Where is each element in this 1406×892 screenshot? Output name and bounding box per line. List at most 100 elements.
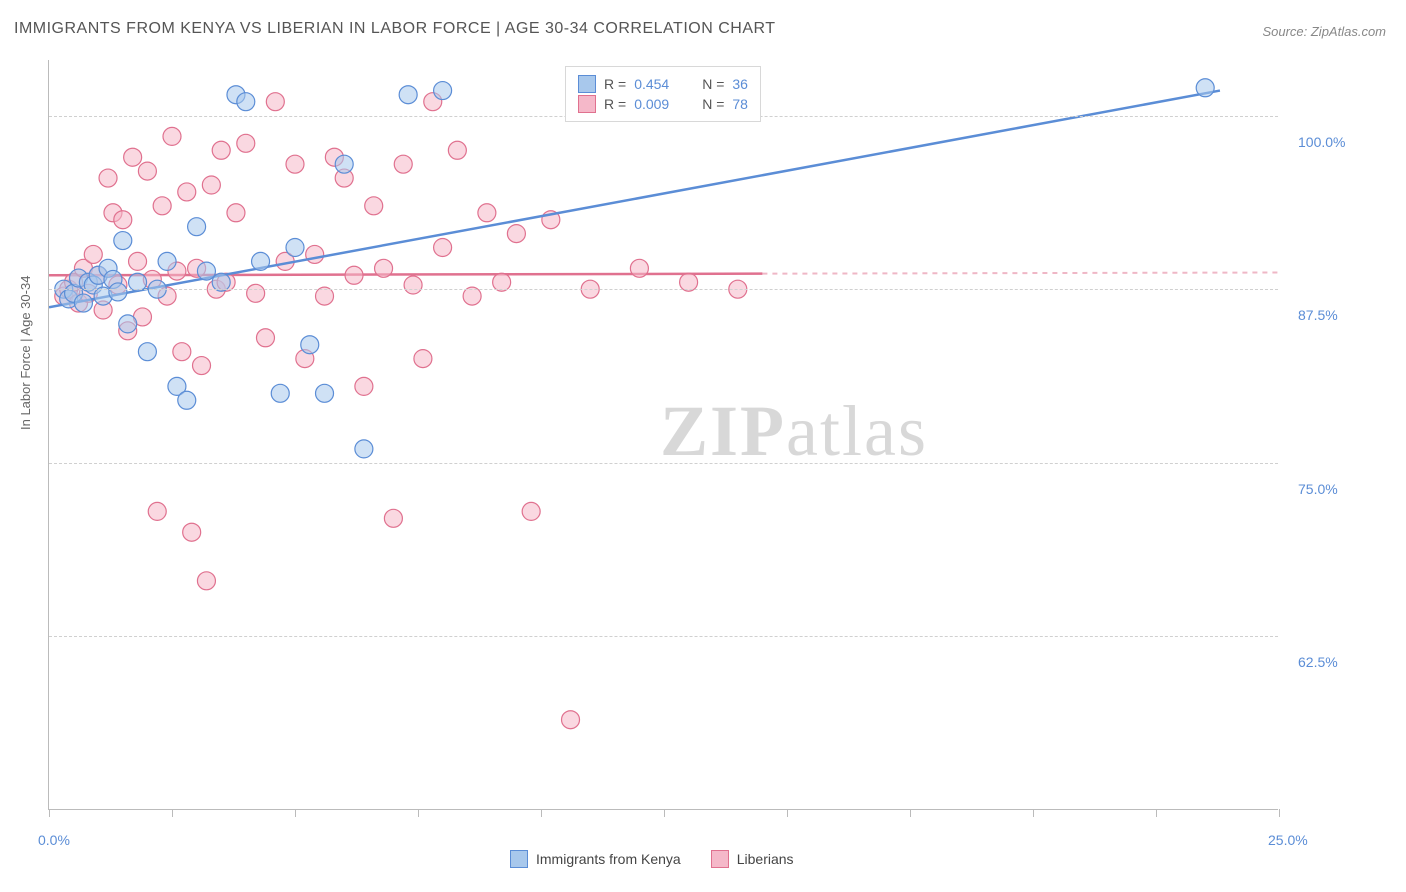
legend-stat-row: R = 0.454N = 36 (578, 75, 748, 93)
r-label: R = (604, 96, 626, 112)
x-tick-label: 0.0% (38, 832, 70, 848)
data-point (365, 197, 383, 215)
data-point (271, 384, 289, 402)
data-point (522, 502, 540, 520)
gridline (49, 636, 1278, 637)
data-point (163, 127, 181, 145)
y-axis-label: In Labor Force | Age 30-34 (18, 276, 33, 430)
data-point (178, 391, 196, 409)
data-point (355, 440, 373, 458)
data-point (202, 176, 220, 194)
data-point (109, 283, 127, 301)
x-tick (664, 809, 665, 817)
x-tick (787, 809, 788, 817)
data-point (138, 343, 156, 361)
data-point (301, 336, 319, 354)
data-point (84, 245, 102, 263)
data-point (197, 262, 215, 280)
r-value: 0.454 (634, 76, 684, 92)
legend-swatch (510, 850, 528, 868)
regression-line-dashed (762, 273, 1279, 274)
source-label: Source: ZipAtlas.com (1262, 24, 1386, 39)
data-point (448, 141, 466, 159)
n-label: N = (702, 76, 724, 92)
data-point (183, 523, 201, 541)
data-point (355, 377, 373, 395)
data-point (256, 329, 274, 347)
data-point (124, 148, 142, 166)
y-tick-label: 75.0% (1298, 481, 1338, 497)
legend-swatch (711, 850, 729, 868)
data-point (434, 82, 452, 100)
legend-series-item: Immigrants from Kenya (510, 850, 681, 868)
x-tick (295, 809, 296, 817)
data-point (286, 155, 304, 173)
x-tick (1156, 809, 1157, 817)
data-point (345, 266, 363, 284)
data-point (237, 93, 255, 111)
legend-series-item: Liberians (711, 850, 794, 868)
data-point (99, 169, 117, 187)
data-point (306, 245, 324, 263)
data-point (562, 711, 580, 729)
legend-stats: R = 0.454N = 36R = 0.009N = 78 (565, 66, 761, 122)
legend-stat-row: R = 0.009 N = 78 (578, 95, 748, 113)
plot-area (48, 60, 1278, 810)
data-point (237, 134, 255, 152)
data-point (193, 357, 211, 375)
n-label: N = (702, 96, 724, 112)
data-point (173, 343, 191, 361)
legend-swatch (578, 75, 596, 93)
gridline (49, 289, 1278, 290)
x-tick (1033, 809, 1034, 817)
y-tick-label: 100.0% (1298, 134, 1345, 150)
r-label: R = (604, 76, 626, 92)
legend-series-label: Immigrants from Kenya (536, 851, 681, 867)
data-point (404, 276, 422, 294)
data-point (414, 350, 432, 368)
data-point (188, 218, 206, 236)
data-point (630, 259, 648, 277)
data-point (335, 155, 353, 173)
data-point (399, 86, 417, 104)
legend-series: Immigrants from Kenya Liberians (510, 850, 794, 868)
x-tick-label: 25.0% (1268, 832, 1308, 848)
x-tick (541, 809, 542, 817)
data-point (197, 572, 215, 590)
data-point (114, 211, 132, 229)
data-point (384, 509, 402, 527)
x-tick (418, 809, 419, 817)
data-point (129, 252, 147, 270)
scatter-svg (49, 60, 1279, 810)
data-point (252, 252, 270, 270)
data-point (212, 141, 230, 159)
data-point (478, 204, 496, 222)
data-point (434, 239, 452, 257)
data-point (138, 162, 156, 180)
r-value: 0.009 (634, 96, 684, 112)
data-point (286, 239, 304, 257)
data-point (178, 183, 196, 201)
gridline (49, 463, 1278, 464)
data-point (153, 197, 171, 215)
legend-series-label: Liberians (737, 851, 794, 867)
data-point (227, 204, 245, 222)
data-point (247, 284, 265, 302)
y-tick-label: 62.5% (1298, 654, 1338, 670)
data-point (394, 155, 412, 173)
data-point (266, 93, 284, 111)
data-point (74, 294, 92, 312)
x-tick (172, 809, 173, 817)
data-point (148, 502, 166, 520)
x-tick (1279, 809, 1280, 817)
n-value: 78 (732, 96, 748, 112)
data-point (119, 315, 137, 333)
legend-swatch (578, 95, 596, 113)
correlation-chart: IMMIGRANTS FROM KENYA VS LIBERIAN IN LAB… (0, 0, 1406, 892)
y-tick-label: 87.5% (1298, 307, 1338, 323)
data-point (114, 232, 132, 250)
x-tick (49, 809, 50, 817)
data-point (158, 252, 176, 270)
data-point (375, 259, 393, 277)
chart-title: IMMIGRANTS FROM KENYA VS LIBERIAN IN LAB… (14, 20, 776, 38)
